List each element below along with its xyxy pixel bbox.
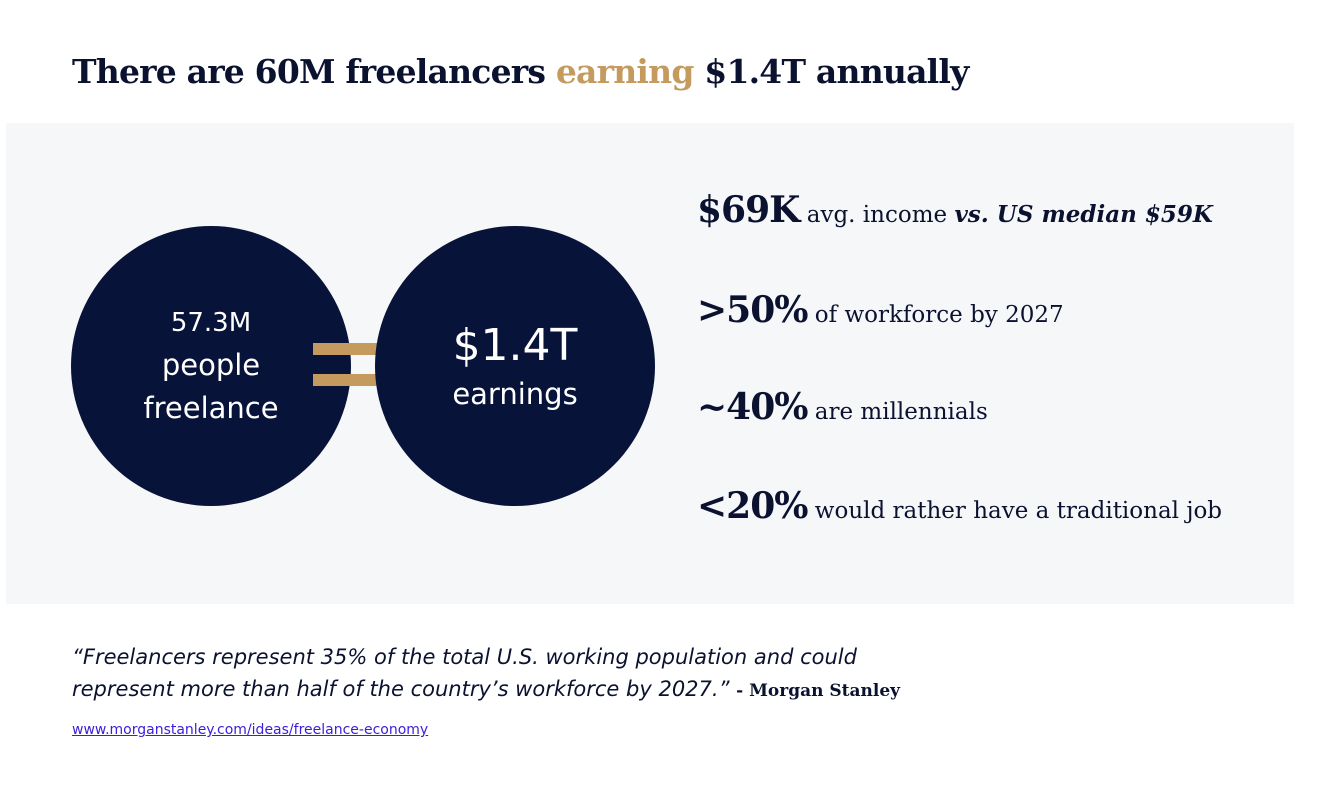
stat-workforce-share: >50% of workforce by 2027 xyxy=(697,289,1064,331)
quote-attribution: - Morgan Stanley xyxy=(736,681,901,701)
freelancers-label-1: people xyxy=(161,348,261,382)
stat-number: <20% xyxy=(697,485,808,527)
stat-number: ~40% xyxy=(697,386,808,428)
stat-number: >50% xyxy=(697,289,808,331)
title-accent: earning xyxy=(555,52,695,91)
quote-line-2-wrap: represent more than half of the country’… xyxy=(72,673,1032,707)
title-part1: There are 60M freelancers xyxy=(72,52,556,91)
freelancers-label-2: freelance xyxy=(143,391,279,425)
source-link[interactable]: www.morganstanley.com/ideas/freelance-ec… xyxy=(72,722,429,738)
stat-emphasis: vs. US median $59K xyxy=(954,201,1213,228)
earnings-label: earnings xyxy=(452,377,578,411)
stat-text: of workforce by 2027 xyxy=(807,302,1064,328)
freelancers-circle: 57.3M people freelance xyxy=(71,226,351,506)
stat-text: would rather have a traditional job xyxy=(807,498,1223,524)
page-title: There are 60M freelancers earning $1.4T … xyxy=(72,52,969,91)
stat-traditional-job: <20% would rather have a traditional job xyxy=(697,485,1222,527)
title-part2: $1.4T annually xyxy=(693,52,969,91)
earnings-circle: $1.4T earnings xyxy=(375,226,655,506)
stat-millennials: ~40% are millennials xyxy=(697,386,988,428)
stat-average-income: $69K avg. income vs. US median $59K xyxy=(697,189,1213,231)
stat-text: avg. income xyxy=(799,202,955,228)
quote-line-1: “Freelancers represent 35% of the total … xyxy=(72,645,857,669)
stat-number: $69K xyxy=(697,189,800,231)
quote-line-2: represent more than half of the country’… xyxy=(72,677,737,701)
quote-block: “Freelancers represent 35% of the total … xyxy=(72,641,1032,707)
stat-text: are millennials xyxy=(807,399,988,425)
freelancers-count: 57.3M xyxy=(170,308,252,338)
earnings-amount: $1.4T xyxy=(452,320,578,371)
